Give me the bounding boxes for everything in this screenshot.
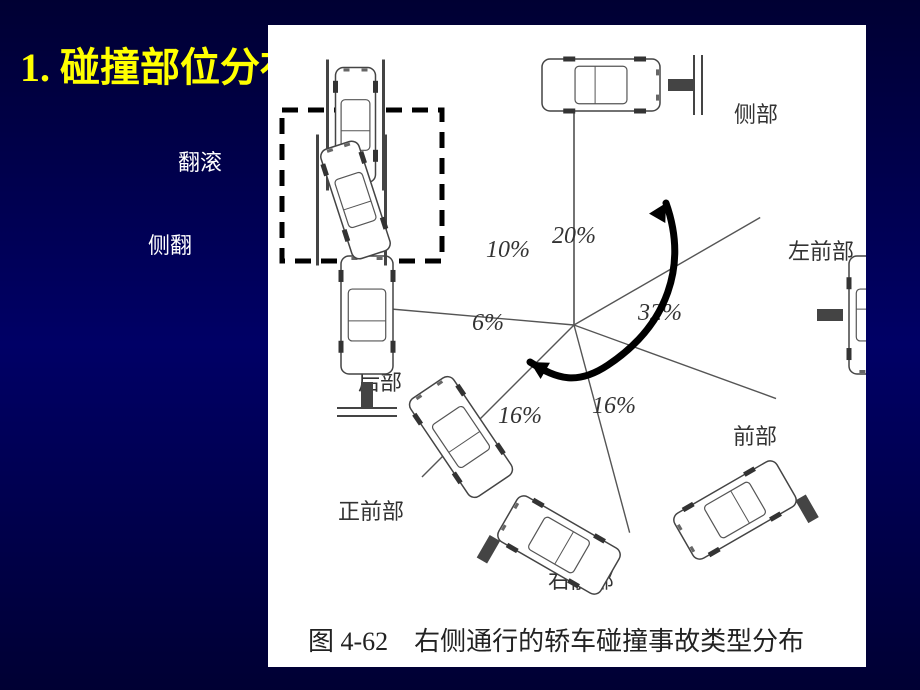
slice-divider xyxy=(574,325,776,399)
arrowhead-icon xyxy=(649,203,666,223)
figure-caption: 图 4-62 右侧通行的轿车碰撞事故类型分布 xyxy=(308,621,804,658)
diagram-figure: 20%32%16%16%6%10%侧部左前部前部右前部正前部后部 图 4-62 … xyxy=(268,25,866,667)
region-label: 前部 xyxy=(733,424,777,449)
car-icon-bl xyxy=(404,372,517,502)
slice-pct: 6% xyxy=(472,310,504,336)
page-title: 1. 碰撞部位分布 xyxy=(20,35,300,93)
slice-pct: 16% xyxy=(592,393,636,419)
car-icon-top xyxy=(542,55,702,115)
label-tipover: 侧翻 xyxy=(148,228,192,260)
pie-diagram-svg: 20%32%16%16%6%10%侧部左前部前部右前部正前部后部 xyxy=(268,25,866,667)
slice-pct: 16% xyxy=(498,403,542,429)
slice-pct: 10% xyxy=(486,237,530,263)
region-label: 侧部 xyxy=(734,102,778,127)
region-label: 左前部 xyxy=(788,239,854,264)
car-icon-right1 xyxy=(817,256,866,374)
slice-pct: 20% xyxy=(552,223,596,249)
label-rollover: 翻滚 xyxy=(178,145,222,177)
region-label: 正前部 xyxy=(338,499,404,524)
car-icon-bottom xyxy=(477,488,625,620)
car-icon-br xyxy=(670,451,819,581)
